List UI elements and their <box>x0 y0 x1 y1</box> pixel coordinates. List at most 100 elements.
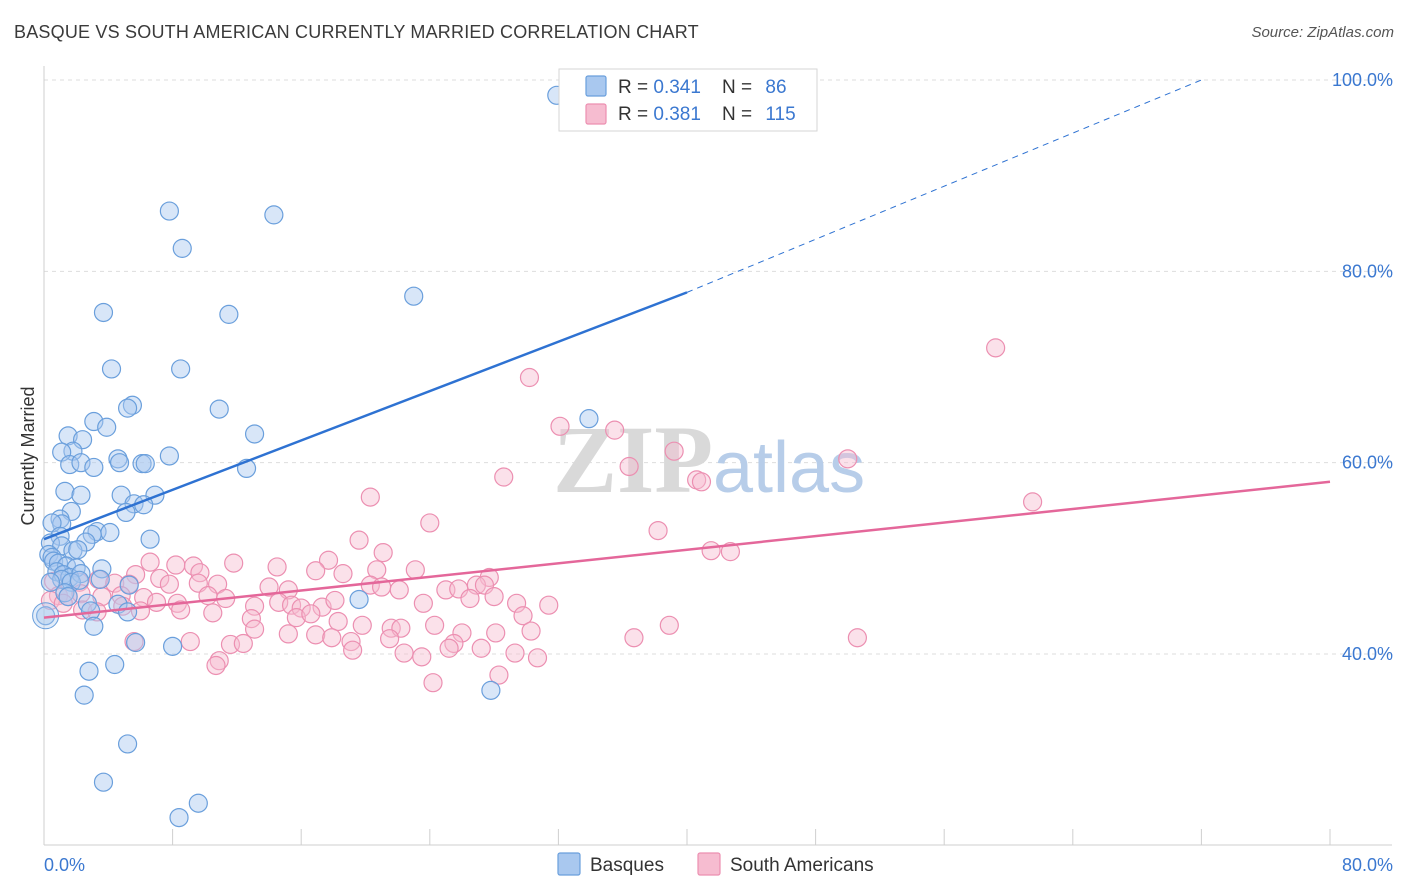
y-tick-label: 80.0% <box>1342 261 1393 281</box>
south-american-point <box>306 561 326 581</box>
south-american-point <box>413 593 433 613</box>
legend-n-label: N = <box>722 77 757 98</box>
basques-point <box>481 680 501 700</box>
south-american-point <box>380 629 400 649</box>
south-american-point <box>423 673 443 693</box>
south-american-point <box>505 643 525 663</box>
south-american-point <box>373 542 393 563</box>
south-american-point <box>389 580 409 600</box>
x-tick-label-max: 80.0% <box>1342 855 1393 875</box>
south-american-point <box>318 550 339 570</box>
south-american-point <box>105 573 125 593</box>
basques-point <box>69 570 89 590</box>
basques-point <box>163 636 183 656</box>
basques-point <box>55 481 75 501</box>
south-american-point <box>847 628 867 648</box>
basques-point <box>97 417 117 437</box>
south-american-point <box>664 441 684 461</box>
legend-r-value: 0.381 <box>653 104 701 125</box>
basques-point <box>90 569 110 589</box>
basques-point <box>61 572 81 592</box>
south-american-point <box>648 520 668 541</box>
legend-n-south-americans: N = 115 <box>722 104 796 125</box>
basques-point <box>93 772 114 792</box>
south-american-point <box>624 628 644 648</box>
south-american-point <box>349 530 369 550</box>
series-legend: Basques South Americans <box>557 852 874 876</box>
y-axis-label: Currently Married <box>18 386 38 525</box>
south-american-point <box>405 560 425 580</box>
south-american-point <box>291 598 311 618</box>
watermark-zip: ZIP <box>553 406 713 513</box>
south-american-point <box>343 640 363 660</box>
legend-n-value: 115 <box>765 104 795 125</box>
y-tick-label: 100.0% <box>1332 70 1393 90</box>
south-american-point <box>286 608 306 628</box>
chart-source: Source: ZipAtlas.com <box>1251 24 1394 41</box>
south-american-point <box>259 577 279 597</box>
basques-point <box>68 540 88 560</box>
basques-point <box>74 685 94 705</box>
south-american-point <box>159 574 179 594</box>
south-american-point <box>659 615 679 635</box>
basques-point <box>40 572 61 592</box>
south-american-point <box>306 625 326 645</box>
axes <box>43 66 1392 846</box>
trend-lines <box>43 79 1331 619</box>
south-american-point <box>171 600 191 620</box>
south-american-point <box>352 615 372 635</box>
south-american-point <box>486 623 506 643</box>
basques-point <box>58 586 78 607</box>
basques-point <box>117 398 138 418</box>
basques-trend-line <box>43 291 688 541</box>
legend-n-value: 86 <box>765 77 786 98</box>
basques-point <box>264 205 284 225</box>
south-american-point <box>166 555 186 575</box>
basques-point <box>117 602 138 622</box>
south-americans-trend-line <box>43 480 1331 619</box>
south-american-point <box>224 553 244 573</box>
south-american-point <box>605 420 625 440</box>
south-american-point <box>150 568 170 589</box>
basques-point <box>71 453 91 473</box>
data-points <box>32 85 1043 828</box>
south-american-point <box>527 648 548 668</box>
basques-point <box>244 424 265 444</box>
series-legend-swatch-basques <box>557 852 581 876</box>
south-american-point <box>519 367 540 388</box>
south-american-point <box>301 604 321 624</box>
south-american-point <box>394 643 414 663</box>
x-tick-label-min: 0.0% <box>44 855 85 875</box>
legend-swatch-south-americans <box>585 103 607 125</box>
y-tick-label: 40.0% <box>1342 644 1393 664</box>
basques-point <box>58 426 78 446</box>
south-american-point <box>146 592 167 612</box>
legend-r-value: 0.341 <box>653 77 701 98</box>
south-american-point <box>180 631 200 652</box>
south-american-point <box>140 552 160 572</box>
south-american-point <box>539 595 559 615</box>
south-american-point <box>701 541 721 561</box>
series-legend-basques: Basques <box>590 855 664 876</box>
basques-point <box>209 399 229 419</box>
basques-point <box>579 409 599 429</box>
basques-point <box>172 238 192 258</box>
basques-point <box>171 359 191 379</box>
basques-point <box>219 304 239 324</box>
south-american-point <box>521 621 541 641</box>
basques-point <box>82 524 102 545</box>
south-american-point <box>328 611 348 632</box>
basques-point <box>404 286 424 306</box>
south-american-point <box>1023 492 1043 512</box>
south-american-point <box>322 628 342 648</box>
watermark-atlas: atlas <box>713 428 865 508</box>
south-american-point <box>267 557 287 577</box>
basques-point <box>79 661 99 681</box>
south-american-point <box>460 588 480 609</box>
south-american-point <box>333 564 353 584</box>
basques-point <box>109 453 130 473</box>
legend-n-basques: N = 86 <box>722 77 787 98</box>
basques-point <box>188 793 208 813</box>
basques-point <box>101 359 122 379</box>
series-legend-south-americans: South Americans <box>730 855 874 876</box>
